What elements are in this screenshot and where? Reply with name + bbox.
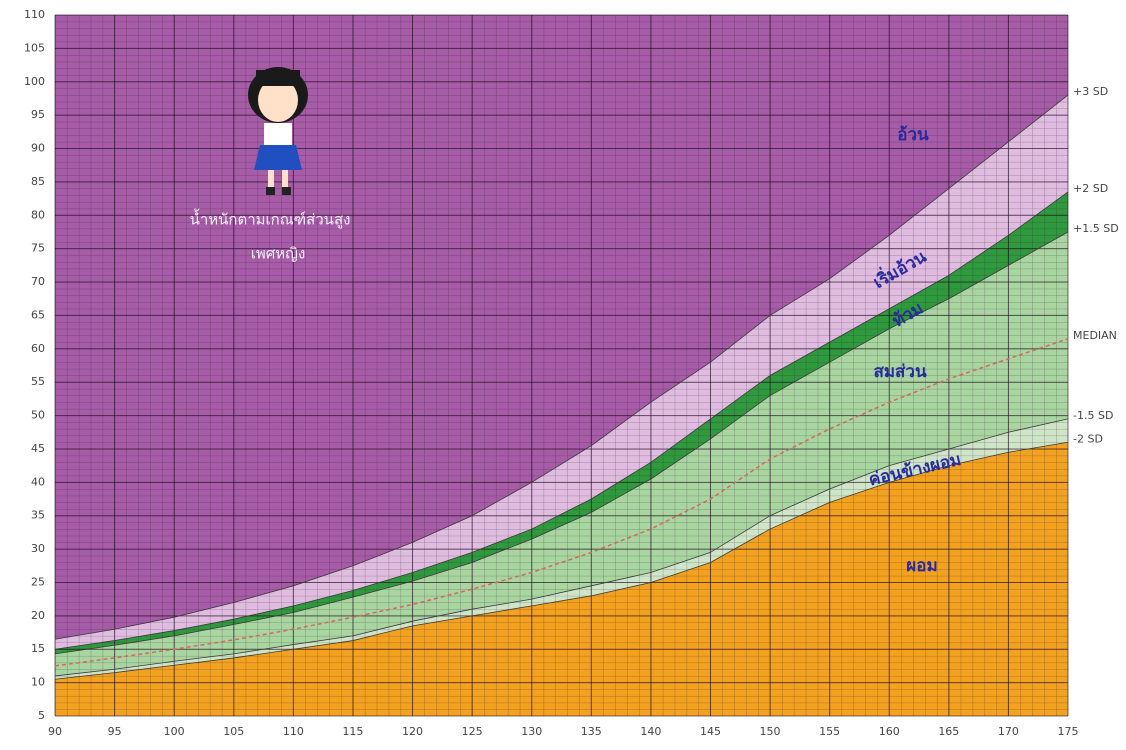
plot-area xyxy=(54,14,1069,717)
y-tick-label: 15 xyxy=(31,642,45,655)
x-tick-label: 90 xyxy=(48,725,62,738)
x-tick-label: 165 xyxy=(938,725,959,738)
annotation: ผอม xyxy=(906,556,937,576)
x-tick-label: 120 xyxy=(402,725,423,738)
minor-grid xyxy=(55,15,1068,716)
x-tick-label: 130 xyxy=(521,725,542,738)
legend-label: -1.5 SD xyxy=(1073,409,1113,422)
y-tick-label: 45 xyxy=(31,442,45,455)
x-tick-label: 140 xyxy=(640,725,661,738)
y-tick-label: 50 xyxy=(31,409,45,422)
legend-label: MEDIAN xyxy=(1073,329,1117,342)
legend-label: +3 SD xyxy=(1073,85,1108,98)
legend-label: +2 SD xyxy=(1073,182,1108,195)
x-tick-label: 170 xyxy=(998,725,1019,738)
y-tick-label: 40 xyxy=(31,475,45,488)
y-tick-label: 75 xyxy=(31,242,45,255)
y-tick-label: 20 xyxy=(31,609,45,622)
girl-illustration xyxy=(248,67,308,195)
sd-curve xyxy=(54,191,1069,650)
y-tick-label: 95 xyxy=(31,108,45,121)
legend-label: +1.5 SD xyxy=(1073,222,1119,235)
annotation: น้ำหนักตามเกณฑ์ส่วนสูง xyxy=(190,209,351,229)
x-tick-label: 110 xyxy=(283,725,304,738)
y-tick-label: 10 xyxy=(31,676,45,689)
x-tick-label: 145 xyxy=(700,725,721,738)
annotation: สมส่วน xyxy=(873,362,927,382)
y-tick-label: 65 xyxy=(31,308,45,321)
y-tick-label: 90 xyxy=(31,142,45,155)
y-tick-label: 105 xyxy=(24,41,45,54)
y-tick-label: 80 xyxy=(31,208,45,221)
y-tick-label: 100 xyxy=(24,75,45,88)
x-tick-label: 175 xyxy=(1058,725,1079,738)
y-tick-label: 60 xyxy=(31,342,45,355)
x-tick-label: 105 xyxy=(223,725,244,738)
sd-curve xyxy=(54,338,1069,667)
y-tick-label: 5 xyxy=(38,709,45,722)
y-tick-label: 110 xyxy=(24,8,45,21)
sd-curve xyxy=(54,418,1069,677)
x-tick-label: 95 xyxy=(108,725,122,738)
sd-curve xyxy=(54,231,1069,655)
y-tick-label: 85 xyxy=(31,175,45,188)
x-tick-label: 125 xyxy=(462,725,483,738)
sd-curve xyxy=(54,94,1069,640)
y-tick-label: 35 xyxy=(31,509,45,522)
y-tick-label: 30 xyxy=(31,542,45,555)
sd-curve xyxy=(54,441,1069,680)
legend-label: -2 SD xyxy=(1073,432,1103,445)
x-tick-label: 160 xyxy=(879,725,900,738)
y-tick-label: 70 xyxy=(31,275,45,288)
x-tick-label: 135 xyxy=(581,725,602,738)
x-tick-label: 155 xyxy=(819,725,840,738)
x-tick-label: 150 xyxy=(760,725,781,738)
annotation: อ้วน xyxy=(897,125,929,145)
annotation: เพศหญิง xyxy=(251,245,306,263)
x-tick-label: 100 xyxy=(164,725,185,738)
y-tick-label: 55 xyxy=(31,375,45,388)
y-tick-label: 25 xyxy=(31,575,45,588)
x-tick-label: 115 xyxy=(342,725,363,738)
